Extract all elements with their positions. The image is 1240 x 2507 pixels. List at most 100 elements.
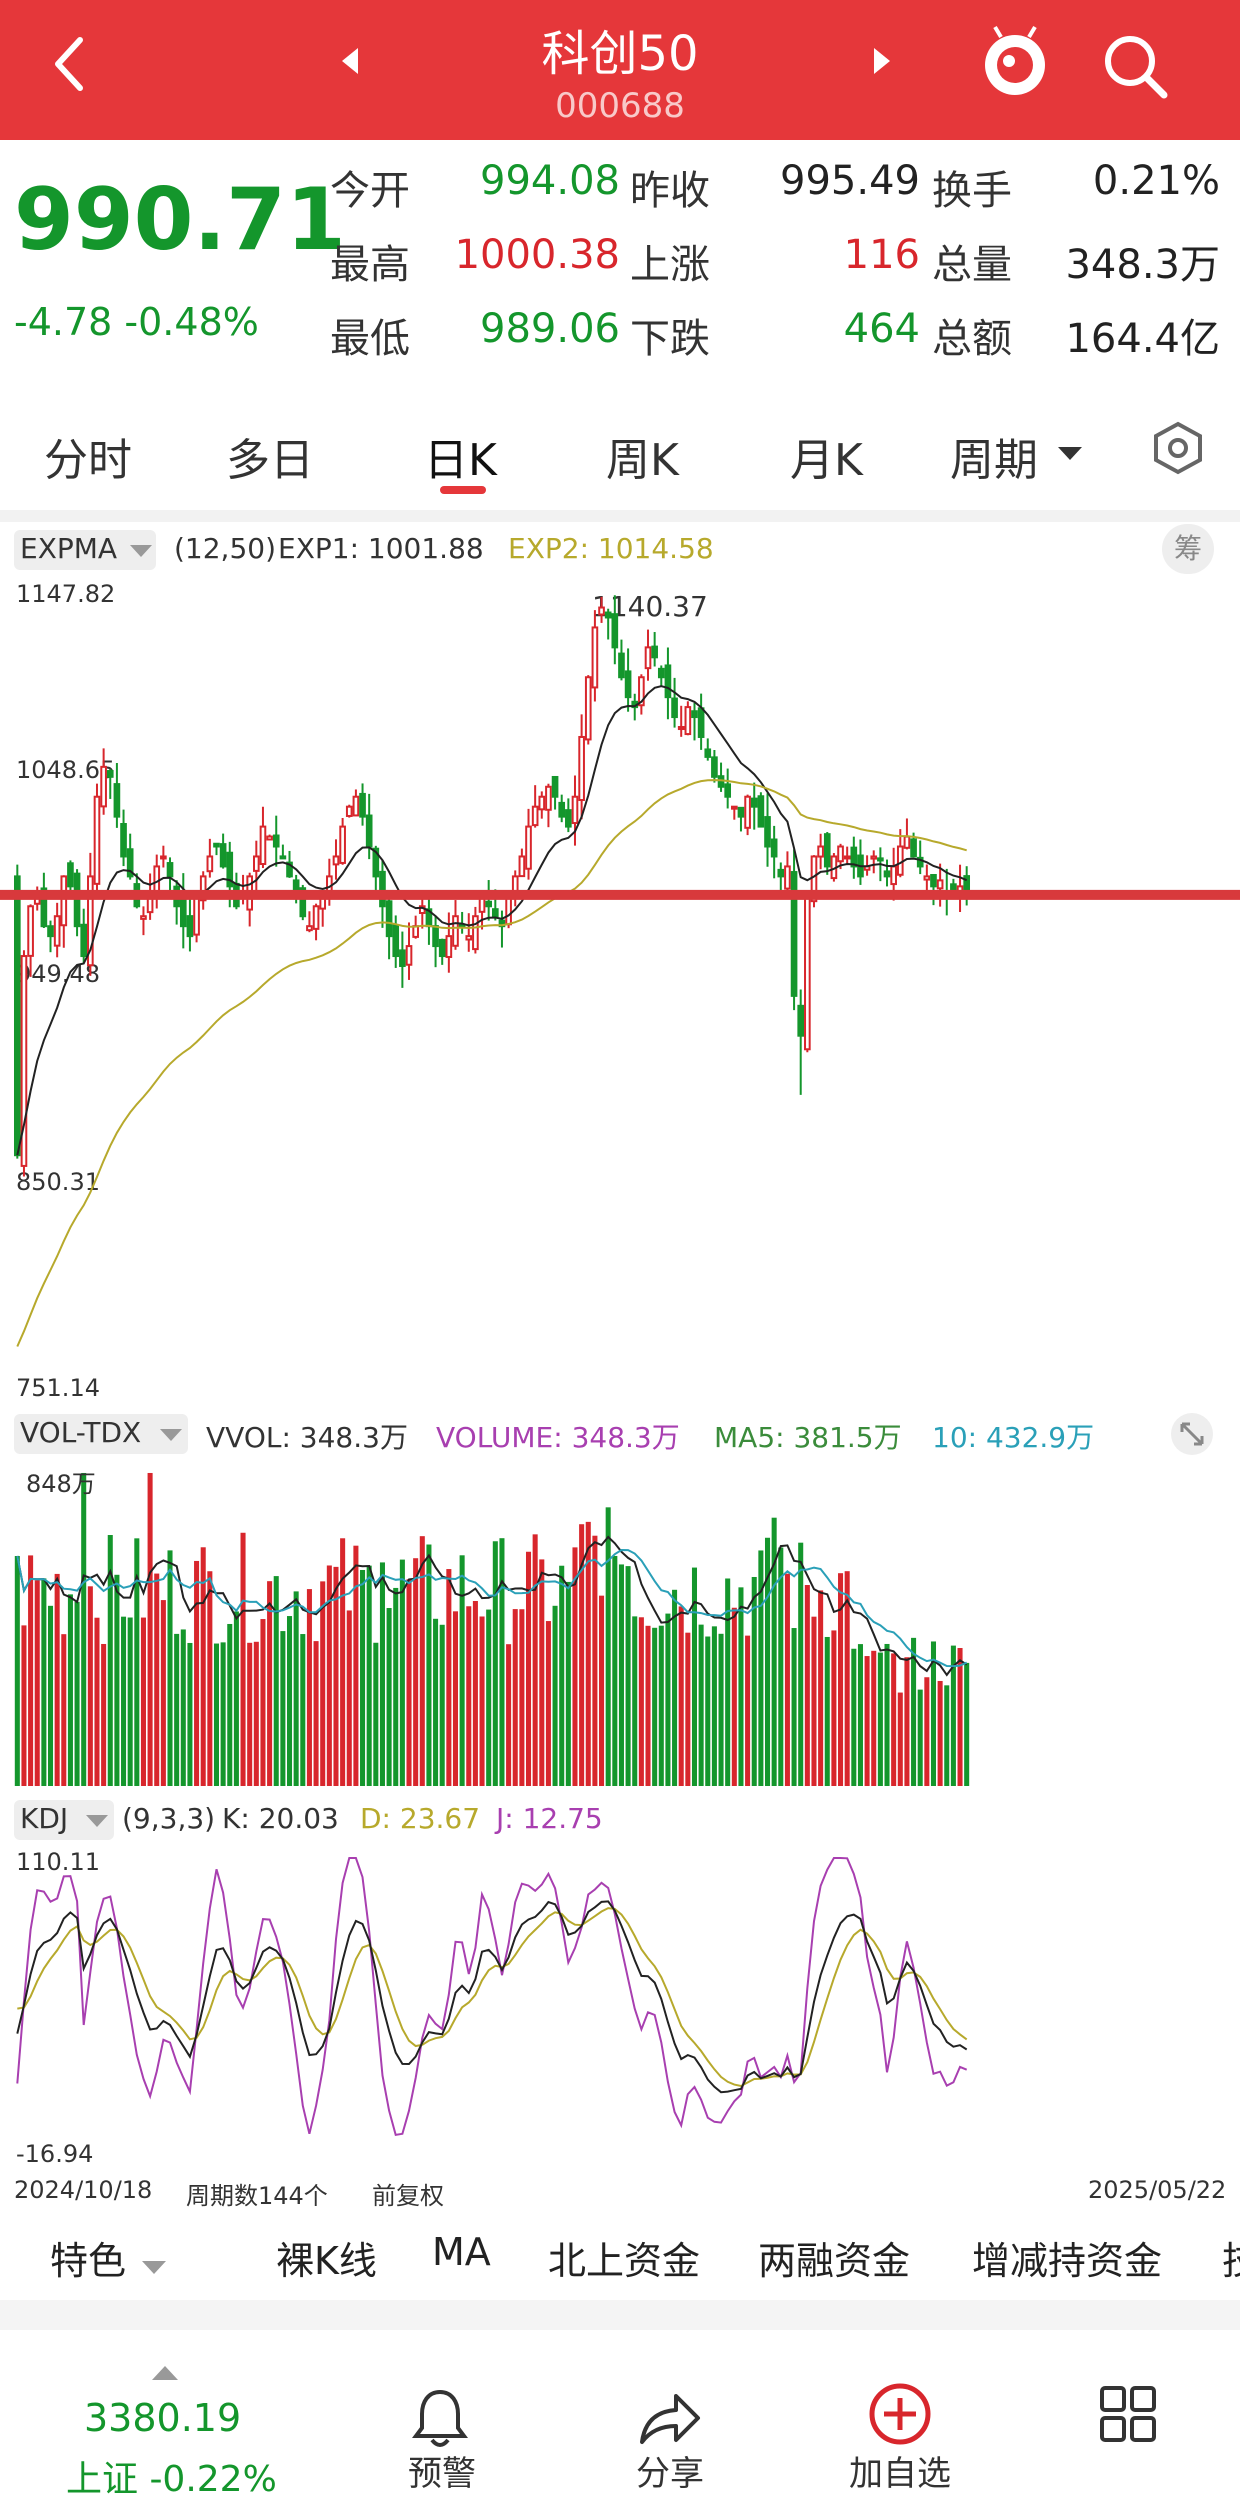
kdj-dropdown-icon[interactable] (86, 1814, 108, 1833)
chip-distribution-button[interactable]: 筹 (1162, 524, 1214, 574)
volume-bar (652, 1627, 658, 1786)
tab-3[interactable]: 周K (606, 435, 679, 486)
candle-body (877, 857, 884, 862)
share-icon[interactable] (636, 2388, 702, 2452)
candle-body (140, 915, 147, 920)
y-axis-label: 1048.65 (16, 756, 116, 784)
feature-tab-3[interactable]: 北上资金 (548, 2239, 701, 2283)
start-date: 2024/10/18 (14, 2176, 153, 2204)
candle-body (13, 875, 21, 1157)
tab-2[interactable]: 日K (424, 435, 497, 486)
prev-stock-icon[interactable] (330, 36, 370, 86)
quote-value: 464 (843, 306, 920, 352)
candle-body (837, 845, 844, 863)
tab-1[interactable]: 多日 (226, 435, 314, 486)
vol-indicator-name[interactable]: VOL-TDX (20, 1416, 142, 1449)
volume-bar (778, 1547, 784, 1786)
main-indicator-name[interactable]: EXPMA (20, 532, 118, 565)
volume-bar (439, 1624, 445, 1786)
volume-bar (632, 1616, 638, 1786)
search-icon[interactable] (1095, 26, 1175, 106)
tab-4[interactable]: 月K (790, 435, 863, 486)
expand-icon[interactable] (1170, 1412, 1214, 1460)
period-dropdown-icon[interactable] (1058, 446, 1082, 465)
volume-bar (247, 1642, 253, 1786)
nav-share[interactable]: 分享 (636, 2454, 704, 2494)
volume-bar (140, 1617, 146, 1786)
vol-selector-bg[interactable] (14, 1414, 188, 1454)
candle-body (730, 805, 738, 810)
feature-tab-1[interactable]: 裸K线 (276, 2239, 377, 2283)
grid-menu-icon[interactable] (1098, 2384, 1158, 2448)
index-label[interactable]: 上证 -0.22% (66, 2450, 277, 2502)
volume-bar (519, 1609, 525, 1786)
nav-alert[interactable]: 预警 (408, 2454, 476, 2494)
candle-body (279, 855, 287, 860)
indicator-selector-bg[interactable] (14, 530, 156, 570)
kdj-k-line (16, 1900, 968, 2094)
volume-bar (28, 1555, 34, 1786)
volume-bar (286, 1616, 293, 1786)
candle-body (910, 838, 917, 858)
kdj-d-line (17, 1907, 968, 2088)
feature-tab-0[interactable]: 特色 (50, 2239, 127, 2283)
feature-tab-5[interactable]: 增减持资金 (972, 2239, 1163, 2283)
volume-bar (492, 1541, 498, 1786)
volume-bar (864, 1656, 870, 1786)
volume-bar (698, 1624, 704, 1786)
back-icon[interactable] (40, 24, 100, 104)
expand-up-icon[interactable] (152, 2366, 178, 2386)
index-value[interactable]: 3380.19 (84, 2396, 242, 2440)
kline-chart[interactable] (0, 570, 1240, 2210)
candle-body (644, 646, 652, 670)
feature-tab-2[interactable]: MA (432, 2230, 491, 2274)
mascot-icon[interactable] (975, 18, 1055, 108)
quote-label: 上涨 (630, 242, 710, 288)
volume-bar (333, 1566, 339, 1786)
top-bar: 科创50 000688 (0, 0, 1240, 140)
candle-body (113, 783, 121, 818)
volume-bar (559, 1565, 565, 1786)
volume-bar (897, 1692, 903, 1786)
add-watchlist-icon[interactable] (868, 2382, 932, 2450)
kdj-indicator-name[interactable]: KDJ (20, 1802, 69, 1835)
volume-bar (764, 1537, 771, 1786)
nav-add-watchlist[interactable]: 加自选 (849, 2454, 951, 2494)
volume-bar (413, 1558, 419, 1786)
vvol-label: VVOL: 348.3万 (206, 1421, 408, 1454)
feature-dropdown-icon[interactable] (142, 2260, 166, 2279)
volume-bar (61, 1634, 67, 1786)
candle-body (306, 925, 313, 932)
volume-bar (127, 1617, 133, 1786)
volume-bar (47, 1605, 54, 1786)
settings-hexagon-icon[interactable] (1150, 420, 1206, 480)
candle-body (399, 949, 406, 968)
volume-bar (565, 1581, 571, 1786)
candle-body (750, 797, 758, 808)
vol-dropdown-icon[interactable] (160, 1428, 182, 1447)
candle-body (339, 825, 346, 864)
volume-bar (824, 1636, 830, 1786)
candle-body (87, 875, 94, 967)
candle-body (312, 905, 320, 930)
candle-body (777, 868, 785, 878)
volume-bar (154, 1573, 160, 1786)
feature-tab-4[interactable]: 两融资金 (758, 2239, 911, 2283)
bell-icon[interactable] (410, 2386, 470, 2454)
candle-body (53, 915, 61, 947)
next-stock-icon[interactable] (862, 36, 902, 86)
feature-tab-6[interactable]: 技 (1222, 2230, 1240, 2285)
candle-body (352, 795, 360, 817)
volume-bar (705, 1636, 711, 1786)
volume-bar (771, 1517, 777, 1786)
volume-bar (320, 1581, 326, 1786)
bottom-nav (0, 2330, 1240, 2507)
candle-body (27, 905, 34, 957)
dropdown-icon[interactable] (130, 544, 152, 563)
candle-body (538, 795, 546, 811)
tab-0[interactable]: 分时 (44, 435, 132, 486)
exp1-label: EXP1: 1001.88 (278, 532, 484, 565)
tab-5[interactable]: 周期 (950, 435, 1038, 486)
candle-body (598, 606, 605, 616)
volume-bar (280, 1631, 286, 1786)
